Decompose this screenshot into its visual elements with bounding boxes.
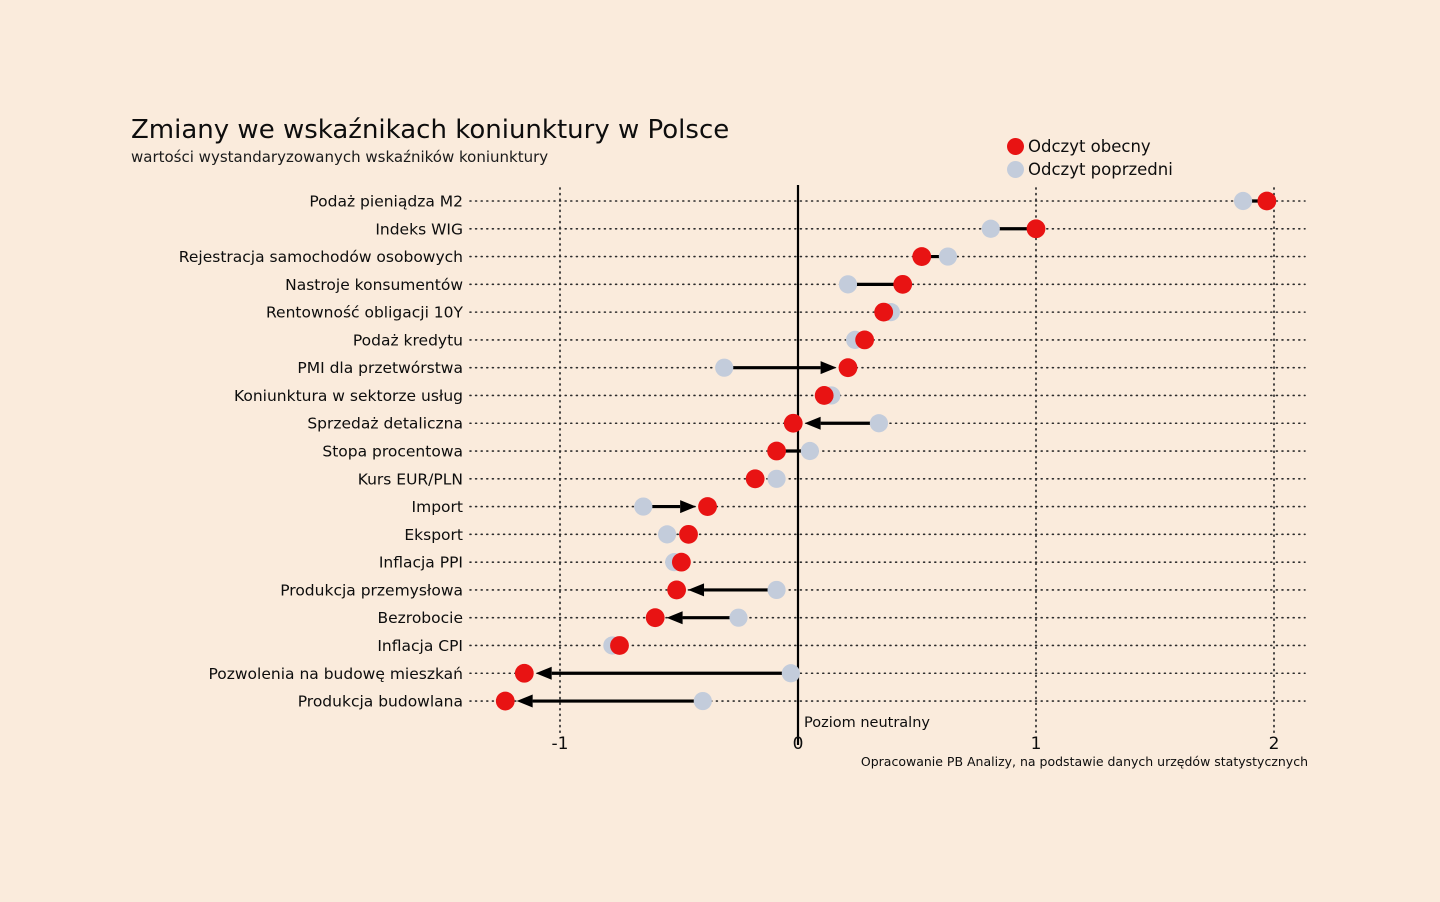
row-label: Rentowność obligacji 10Y xyxy=(266,304,464,322)
legend: Odczyt obecny Odczyt poprzedni xyxy=(1007,135,1173,181)
current-dot xyxy=(838,358,858,378)
current-dot xyxy=(645,608,665,628)
current-dot xyxy=(767,441,786,461)
current-dot xyxy=(667,580,687,600)
current-dot xyxy=(855,330,875,350)
source-note: Opracowanie PB Analizy, na podstawie dan… xyxy=(861,754,1308,769)
current-dot xyxy=(814,386,834,405)
connector-arrowhead xyxy=(666,611,683,625)
previous-dot xyxy=(869,414,889,433)
chart-title: Zmiany we wskaźnikach koniunktury w Pols… xyxy=(131,115,730,145)
x-tick-label: 1 xyxy=(1031,734,1042,754)
previous-dot xyxy=(938,247,958,266)
row-label: PMI dla przetwórstwa xyxy=(297,359,463,377)
current-dot xyxy=(679,524,698,544)
previous-reading-dot-icon xyxy=(1007,161,1024,178)
row-label: Eksport xyxy=(404,526,463,544)
row-label: Produkcja przemysłowa xyxy=(280,581,463,599)
row-label: Import xyxy=(412,498,463,516)
current-dot xyxy=(1257,191,1277,211)
row-label: Nastroje konsumentów xyxy=(285,276,463,294)
previous-dot xyxy=(838,275,858,294)
current-dot xyxy=(874,302,894,322)
current-dot xyxy=(893,274,913,294)
row-label: Podaż pieniądza M2 xyxy=(309,193,463,211)
current-dot xyxy=(912,247,932,266)
row-label: Produkcja budowlana xyxy=(298,693,463,711)
legend-label-previous: Odczyt poprzedni xyxy=(1028,160,1173,179)
connector-arrowhead xyxy=(680,500,697,514)
current-reading-dot-icon xyxy=(1007,138,1024,155)
previous-dot xyxy=(693,691,712,711)
current-dot xyxy=(698,497,717,516)
current-dot xyxy=(610,636,629,655)
current-dot xyxy=(783,413,803,433)
previous-dot xyxy=(634,497,653,516)
connector-arrowhead xyxy=(535,666,552,680)
connector-arrowhead xyxy=(804,416,821,430)
current-dot xyxy=(514,663,534,683)
row-label: Stopa procentowa xyxy=(322,443,463,461)
row-label: Indeks WIG xyxy=(375,220,463,238)
current-dot xyxy=(1026,219,1046,239)
row-label: Pozwolenia na budowę mieszkań xyxy=(208,665,463,683)
current-dot xyxy=(495,691,515,711)
previous-dot xyxy=(767,580,786,600)
previous-dot xyxy=(767,469,786,488)
row-label: Kurs EUR/PLN xyxy=(358,470,463,488)
connector-arrowhead xyxy=(688,583,705,597)
x-tick-label: 0 xyxy=(793,734,804,754)
connector-arrowhead xyxy=(516,694,533,708)
previous-dot xyxy=(729,608,748,627)
legend-item-current: Odczyt obecny xyxy=(1007,135,1173,158)
connector-arrowhead xyxy=(820,361,837,375)
x-tick-label: -1 xyxy=(552,734,569,754)
previous-dot xyxy=(781,664,800,683)
previous-dot xyxy=(715,358,734,377)
chart-subtitle: wartości wystandaryzowanych wskaźników k… xyxy=(131,147,549,166)
row-label: Rejestracja samochodów osobowych xyxy=(179,248,463,266)
current-dot xyxy=(745,469,765,489)
previous-dot xyxy=(1233,191,1253,211)
zero-line-label: Poziom neutralny xyxy=(804,715,930,731)
row-label: Inflacja CPI xyxy=(377,637,463,655)
previous-dot xyxy=(658,525,677,544)
row-label: Podaż kredytu xyxy=(353,331,463,349)
previous-dot xyxy=(981,219,1000,238)
current-dot xyxy=(671,552,691,572)
legend-label-current: Odczyt obecny xyxy=(1028,137,1151,156)
row-label: Sprzedaż detaliczna xyxy=(307,415,463,433)
row-label: Inflacja PPI xyxy=(379,554,463,572)
previous-dot xyxy=(800,441,820,461)
title-block: Zmiany we wskaźnikach koniunktury w Pols… xyxy=(131,115,730,166)
x-tick-label: 2 xyxy=(1269,734,1280,754)
row-label: Koniunktura w sektorze usług xyxy=(234,387,463,405)
row-label: Bezrobocie xyxy=(377,609,463,627)
legend-item-previous: Odczyt poprzedni xyxy=(1007,158,1173,181)
